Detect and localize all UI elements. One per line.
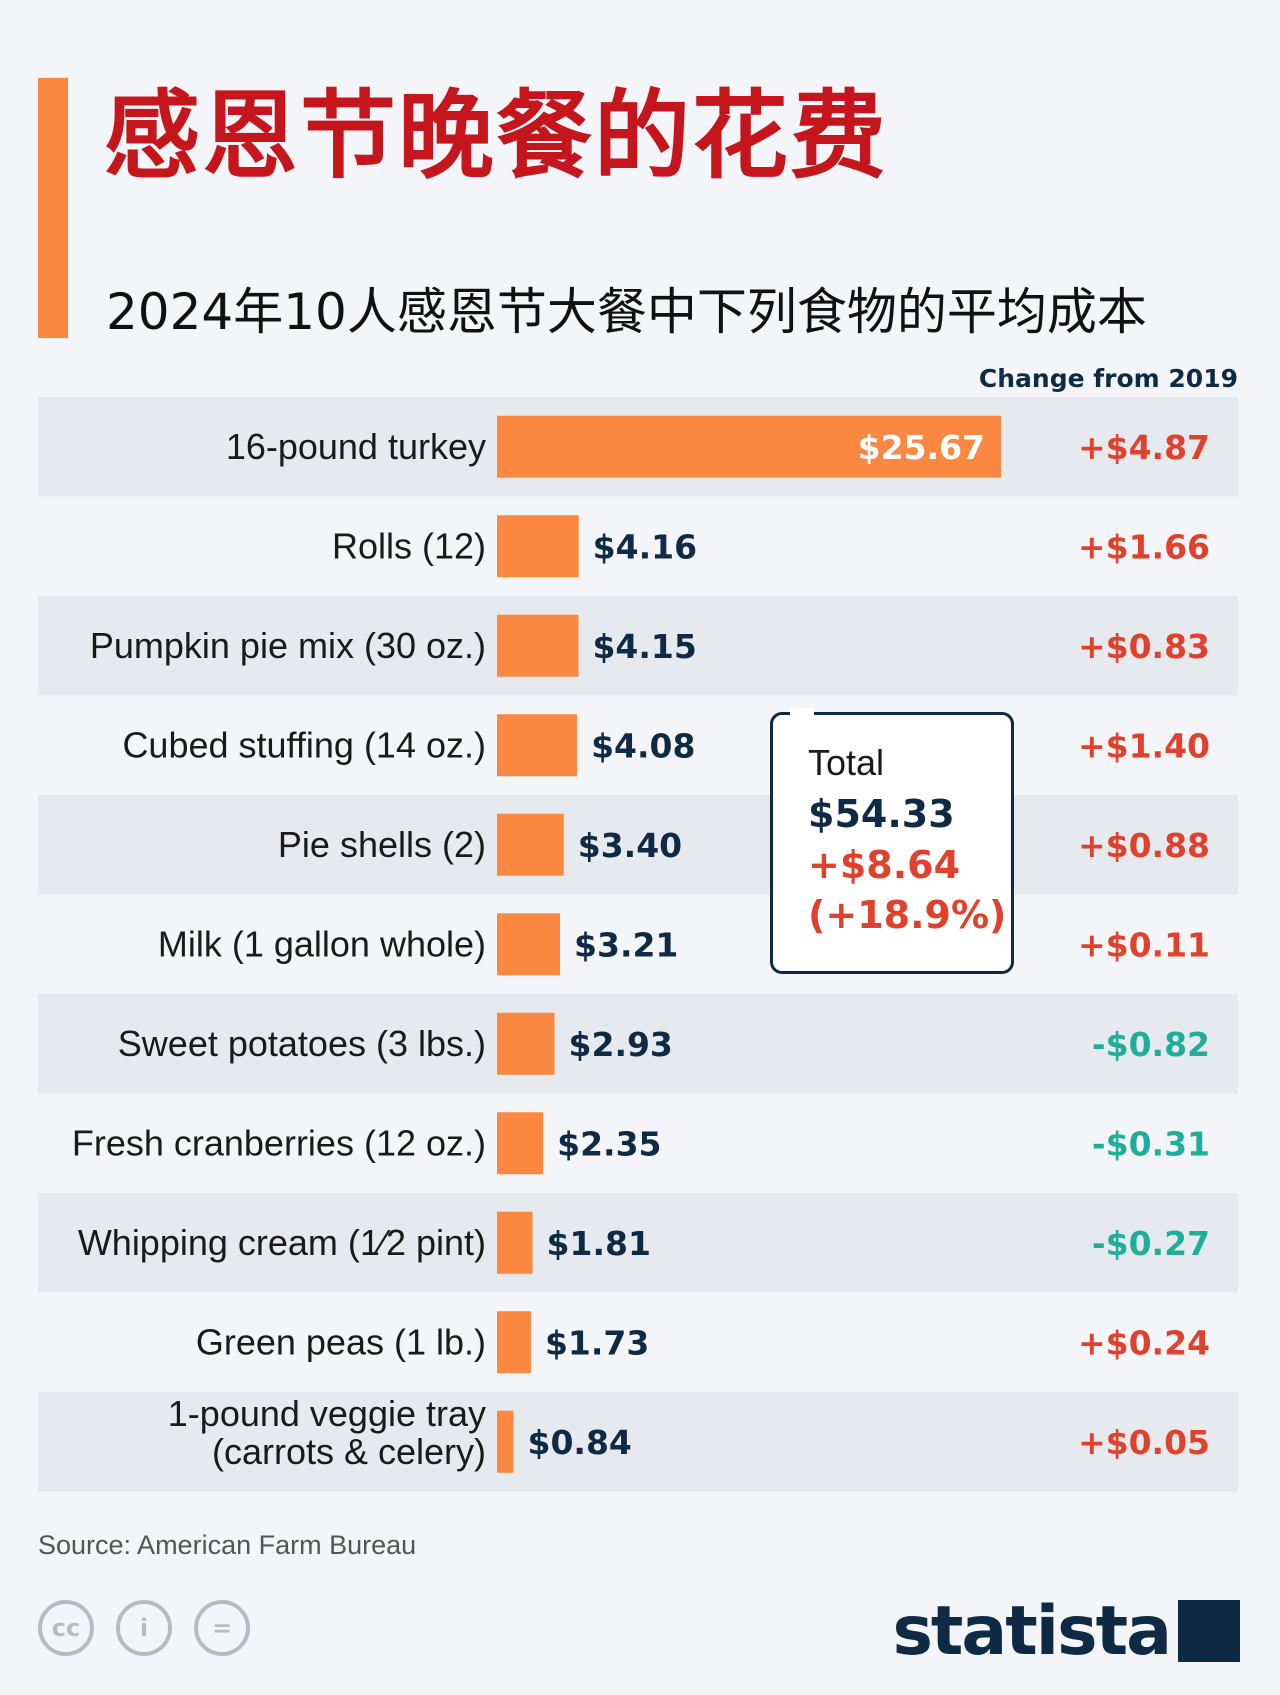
bar-value-label: $4.15 bbox=[592, 627, 696, 666]
total-label: Total bbox=[808, 742, 885, 783]
statista-logo-mark bbox=[1178, 1600, 1240, 1662]
total-change: +$8.64 bbox=[808, 843, 961, 887]
bar bbox=[497, 515, 579, 578]
bar bbox=[497, 913, 561, 976]
change-label: +$0.83 bbox=[1078, 627, 1210, 666]
bar-value-label: $1.73 bbox=[545, 1323, 649, 1362]
row-stripe bbox=[38, 1193, 1238, 1293]
row-stripe bbox=[38, 1392, 1238, 1492]
change-label: +$0.24 bbox=[1078, 1323, 1210, 1362]
bar-value-label: $1.81 bbox=[547, 1224, 651, 1263]
row-stripe bbox=[38, 795, 1238, 895]
total-callout-box bbox=[770, 712, 1014, 974]
bar-value-label: $3.40 bbox=[578, 826, 682, 865]
bar-value-label: $25.67 bbox=[858, 428, 985, 467]
bar bbox=[497, 415, 1001, 478]
change-label: +$0.05 bbox=[1078, 1423, 1210, 1462]
row-stripe bbox=[38, 596, 1238, 696]
category-label: Cubed stuffing (14 oz.) bbox=[122, 724, 486, 765]
bar bbox=[497, 1012, 555, 1075]
page-title: 感恩节晚餐的花费 bbox=[104, 80, 888, 192]
change-label: +$0.88 bbox=[1078, 826, 1210, 865]
callout-notch bbox=[790, 708, 814, 718]
total-value: $54.33 bbox=[808, 792, 955, 836]
statista-logo[interactable]: statista bbox=[892, 1592, 1172, 1671]
title-accent-bar bbox=[38, 78, 68, 338]
source-note: Source: American Farm Bureau bbox=[38, 1530, 417, 1560]
bar bbox=[497, 714, 578, 777]
change-label: +$4.87 bbox=[1078, 428, 1210, 467]
category-label: Green peas (1 lb.) bbox=[196, 1321, 486, 1362]
row-stripe bbox=[38, 994, 1238, 1094]
category-label: Sweet potatoes (3 lbs.) bbox=[118, 1023, 486, 1064]
change-label: +$1.66 bbox=[1078, 527, 1210, 566]
bar bbox=[497, 1112, 544, 1175]
category-label: Pie shells (2) bbox=[278, 824, 486, 865]
category-label: Milk (1 gallon whole) bbox=[158, 923, 486, 964]
cc-icon[interactable]: cc bbox=[38, 1600, 94, 1656]
change-label: +$0.11 bbox=[1078, 925, 1210, 964]
bar-value-label: $3.21 bbox=[574, 925, 678, 964]
bar-value-label: $2.93 bbox=[569, 1025, 673, 1064]
change-label: -$0.27 bbox=[1092, 1224, 1210, 1263]
category-label: 16-pound turkey bbox=[226, 426, 486, 467]
attribution-icon[interactable]: i bbox=[116, 1600, 172, 1656]
bar bbox=[497, 1211, 533, 1274]
category-label: Whipping cream (1⁄2 pint) bbox=[78, 1222, 486, 1263]
category-label: Pumpkin pie mix (30 oz.) bbox=[90, 625, 486, 666]
category-label: 1-pound veggie tray (carrots & celery) bbox=[168, 1393, 486, 1472]
category-label: Rolls (12) bbox=[332, 525, 486, 566]
change-label: +$1.40 bbox=[1078, 726, 1210, 765]
bar-value-label: $2.35 bbox=[557, 1124, 661, 1163]
change-column-header: Change from 2019 bbox=[978, 364, 1238, 393]
bar-value-label: $4.08 bbox=[591, 726, 695, 765]
bar bbox=[497, 1410, 514, 1473]
bar bbox=[497, 614, 579, 677]
bar-value-label: $4.16 bbox=[593, 527, 697, 566]
category-label: Fresh cranberries (12 oz.) bbox=[72, 1122, 486, 1163]
total-percent-change: (+18.9%) bbox=[808, 893, 1007, 937]
page-subtitle: 2024年10人感恩节大餐中下列食物的平均成本 bbox=[106, 283, 1147, 341]
bar-value-label: $0.84 bbox=[527, 1423, 631, 1462]
change-label: -$0.82 bbox=[1092, 1025, 1210, 1064]
bar bbox=[497, 1311, 531, 1374]
bar bbox=[497, 813, 564, 876]
no-derivatives-icon[interactable]: = bbox=[194, 1600, 250, 1656]
change-label: -$0.31 bbox=[1092, 1124, 1210, 1163]
